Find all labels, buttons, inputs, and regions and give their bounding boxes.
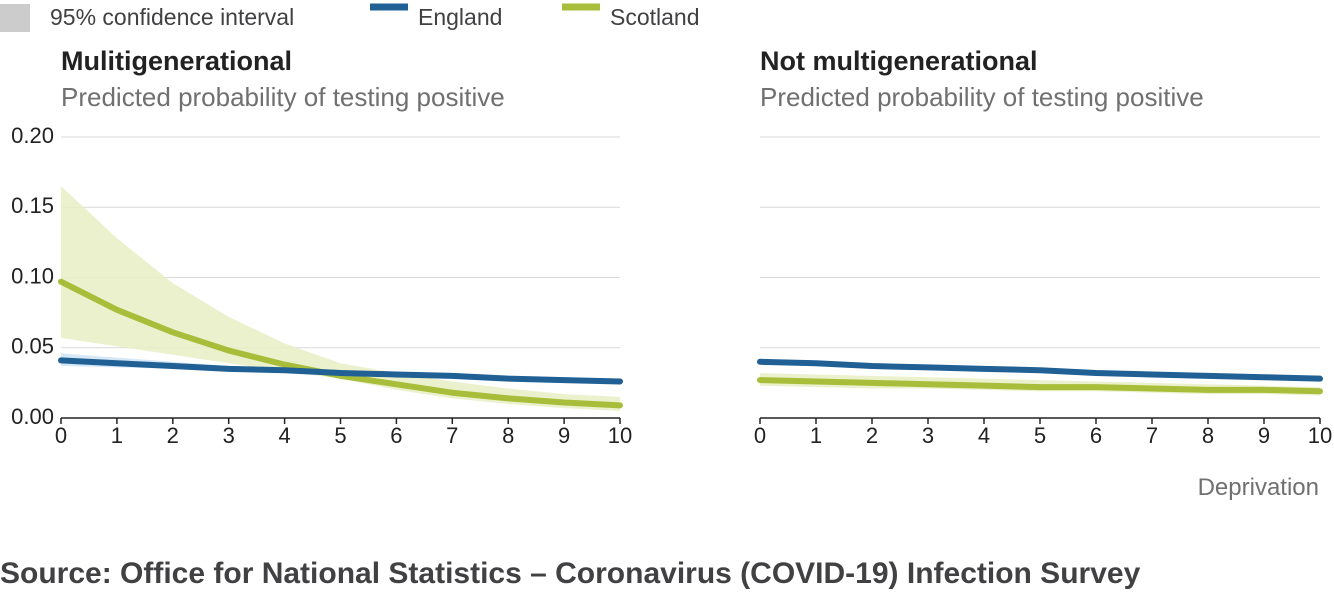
ci-legend-swatch [0,4,30,32]
england-series-line [58,357,623,385]
x-tick-label: 10 [1308,423,1332,448]
x-axis-title: Deprivation [1198,474,1319,501]
x-tick-label: 3 [922,423,934,448]
england-series-line [757,358,1323,382]
x-tick-label: 0 [55,423,67,448]
panel-subtitle: Predicted probability of testing positiv… [61,82,505,112]
x-tick-label: 8 [502,423,514,448]
y-tick-labels: 0.00 0.05 0.10 0.15 0.20 [11,123,54,429]
panel-subtitle: Predicted probability of testing positiv… [760,82,1204,112]
x-tick-label: 6 [1090,423,1102,448]
x-tick-label: 4 [278,423,290,448]
x-tick-label: 6 [390,423,402,448]
ci-legend-label: 95% confidence interval [50,4,294,30]
y-tick-label: 0.05 [11,334,54,359]
y-tick-label: 0.15 [11,193,54,218]
scotland-ci-band [61,186,620,411]
x-tick-label: 10 [608,423,632,448]
legend: 95% confidence interval England Scotland [0,3,700,32]
x-tick-label: 2 [167,423,179,448]
x-tick-label: 8 [1202,423,1214,448]
scotland-legend-label: Scotland [610,4,700,30]
y-tick-label: 0.10 [11,263,54,288]
x-tick-labels: 0 1 2 3 4 5 6 7 8 9 10 [754,418,1332,448]
x-tick-label: 5 [1034,423,1046,448]
series-lines [58,278,623,409]
y-tick-label: 0.00 [11,404,54,429]
x-tick-label: 5 [334,423,346,448]
y-tick-label: 0.20 [11,123,54,148]
x-tick-label: 1 [111,423,123,448]
x-tick-label: 2 [866,423,878,448]
x-tick-label: 9 [558,423,570,448]
x-tick-label: 7 [1146,423,1158,448]
panel-title: Not multigenerational [760,46,1038,76]
scotland-series-line [757,377,1323,395]
panel-multigenerational: Mulitigenerational Predicted probability… [11,46,632,448]
panel-title: Mulitigenerational [61,46,292,76]
series-lines [757,358,1323,395]
x-tick-label: 7 [446,423,458,448]
x-tick-labels: 0 1 2 3 4 5 6 7 8 9 10 [55,418,632,448]
x-tick-label: 9 [1258,423,1270,448]
england-legend-label: England [418,4,502,30]
x-tick-label: 3 [223,423,235,448]
x-tick-label: 0 [754,423,766,448]
x-tick-label: 1 [810,423,822,448]
source-note: Source: Office for National Statistics –… [0,557,1141,590]
x-tick-label: 4 [978,423,990,448]
panel-not-multigenerational: Not multigenerational Predicted probabil… [754,46,1332,501]
